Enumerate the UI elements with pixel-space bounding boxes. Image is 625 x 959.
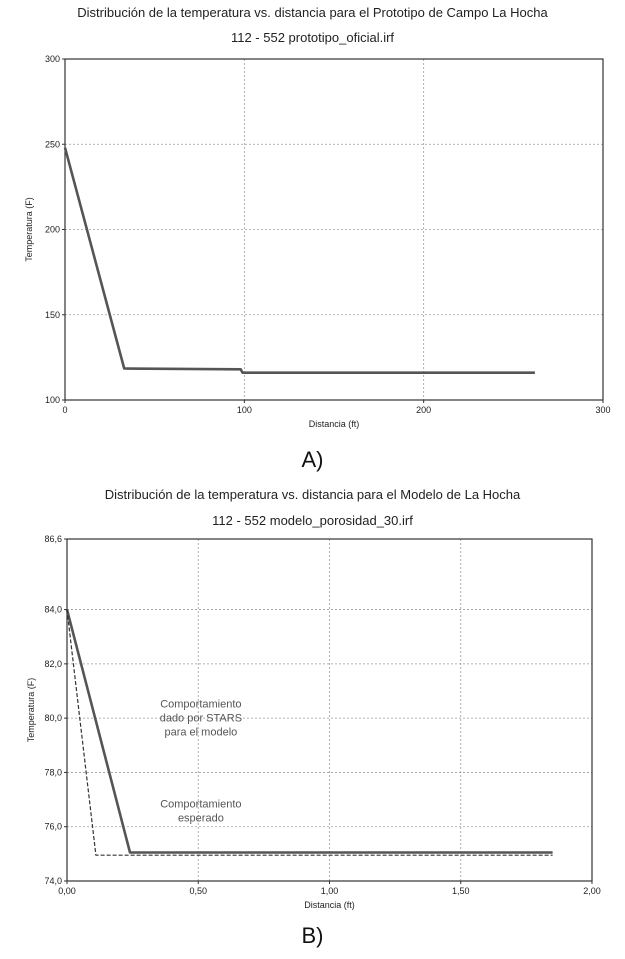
x-tick-label: 0,50 (189, 886, 207, 896)
y-tick-label: 84,0 (44, 605, 62, 615)
series-line-solid (63, 147, 535, 375)
annotation-label: Comportamiento dado por STARS para el mode… (160, 698, 242, 738)
chart-caption: A) (301, 447, 324, 472)
y-axis-label: Temperatura (F) (26, 678, 36, 743)
x-tick-label: 100 (237, 405, 252, 415)
chart-subtitle: 112 - 552 modelo_porosidad_30.irf (212, 513, 413, 528)
x-axis-label: Distancia (ft) (309, 419, 360, 429)
y-tick-label: 86,6 (44, 534, 62, 544)
y-tick-label: 76,0 (44, 822, 62, 832)
annotation-line: para el modelo (164, 726, 237, 738)
annotation-line: dado por STARS (160, 712, 242, 724)
x-tick-label: 2,00 (583, 886, 601, 896)
annotation-line: Comportamiento (160, 799, 241, 811)
plot-frame (66, 538, 593, 882)
y-tick-label: 80,0 (44, 713, 62, 723)
x-tick-label: 200 (416, 405, 431, 415)
y-axis-label: Temperatura (F) (24, 197, 34, 262)
annotation-line: esperado (178, 813, 224, 825)
y-tick-label: 100 (45, 395, 60, 405)
chart-caption: B) (301, 923, 324, 948)
y-tick-label: 82,0 (44, 659, 62, 669)
chart-panel-b: Distribución de la temperatura vs. dista… (0, 478, 625, 959)
y-tick-label: 150 (45, 310, 60, 320)
series-line-solid (65, 609, 553, 854)
y-tick-label: 78,0 (44, 767, 62, 777)
series-line-dashed (66, 609, 553, 856)
annotation-line: Comportamiento (160, 698, 241, 710)
x-tick-label: 0 (62, 405, 67, 415)
y-tick-label: 200 (45, 225, 60, 235)
chart-panel-a: Distribución de la temperatura vs. dista… (0, 0, 625, 478)
chart-title: Distribución de la temperatura vs. dista… (104, 487, 521, 502)
annotation-label: Comportamiento esperado (160, 799, 241, 825)
y-tick-label: 300 (45, 54, 60, 64)
chart-plot-b: 0,00 0,50 1,00 1,50 2,00 74,0 76,0 78,0 80,0 82,0… (26, 534, 601, 910)
chart-subtitle: 112 - 552 prototipo_oficial.irf (230, 30, 395, 45)
x-axis-label: Distancia (ft) (304, 900, 355, 910)
x-tick-label: 300 (595, 405, 610, 415)
x-tick-label: 1,00 (321, 886, 339, 896)
chart-title: Distribución de la temperatura vs. dista… (77, 5, 548, 20)
y-tick-label: 250 (45, 139, 60, 149)
x-tick-label: 0,00 (58, 886, 76, 896)
x-tick-label: 1,50 (452, 886, 470, 896)
y-tick-label: 74,0 (44, 876, 62, 886)
